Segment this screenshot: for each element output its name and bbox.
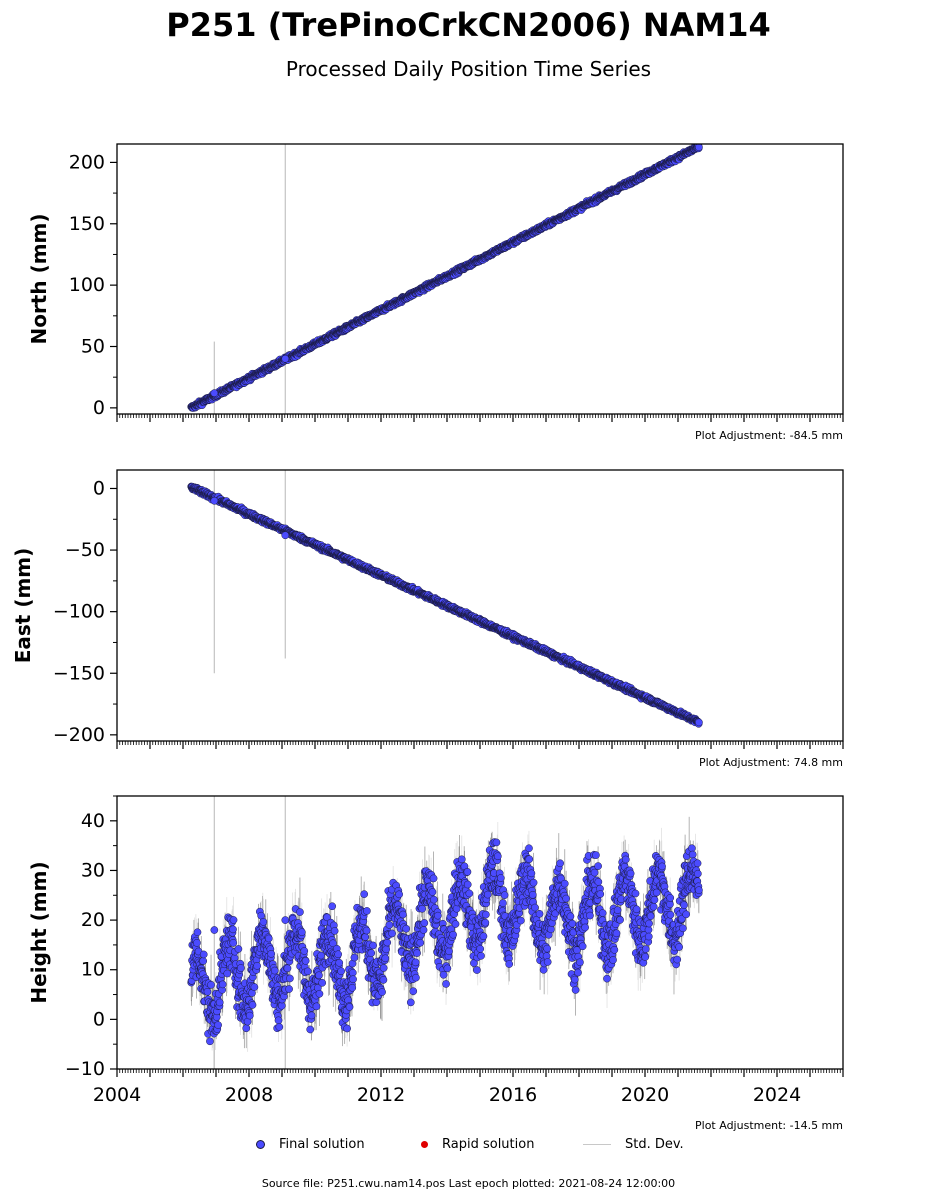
y-axis-label: East (mm) xyxy=(11,548,35,664)
plot-frame xyxy=(116,469,844,742)
final-solution-point xyxy=(695,718,703,727)
y-axis-label: North (mm) xyxy=(27,213,51,344)
chart-title: P251 (TrePinoCrkCN2006) NAM14 xyxy=(166,6,771,44)
y-tick-label: 150 xyxy=(69,213,105,235)
plot-area xyxy=(187,144,703,414)
plot-adjustment-note: Plot Adjustment: 74.8 mm xyxy=(699,756,843,769)
plot-adjustment-note: Plot Adjustment: -84.5 mm xyxy=(695,429,843,442)
y-tick-label: −200 xyxy=(53,724,105,746)
y-tick-label: 0 xyxy=(93,477,105,499)
final-solution-point xyxy=(210,389,219,397)
y-tick-label: 100 xyxy=(69,274,105,296)
y-tick-label: −50 xyxy=(65,539,105,561)
y-tick-label: 50 xyxy=(81,336,105,358)
chart-subtitle: Processed Daily Position Time Series xyxy=(285,57,652,81)
final-solution-point xyxy=(210,496,219,505)
final-solution-point xyxy=(695,144,703,152)
y-tick-label: 200 xyxy=(69,151,105,173)
y-tick-label: −100 xyxy=(53,601,105,623)
final-solution-point xyxy=(281,354,290,363)
y-tick-label: 0 xyxy=(93,397,105,419)
y-tick-label: −150 xyxy=(53,662,105,684)
plot-area xyxy=(187,470,703,728)
plot-frame xyxy=(116,143,844,415)
final-solution-point xyxy=(281,531,290,540)
